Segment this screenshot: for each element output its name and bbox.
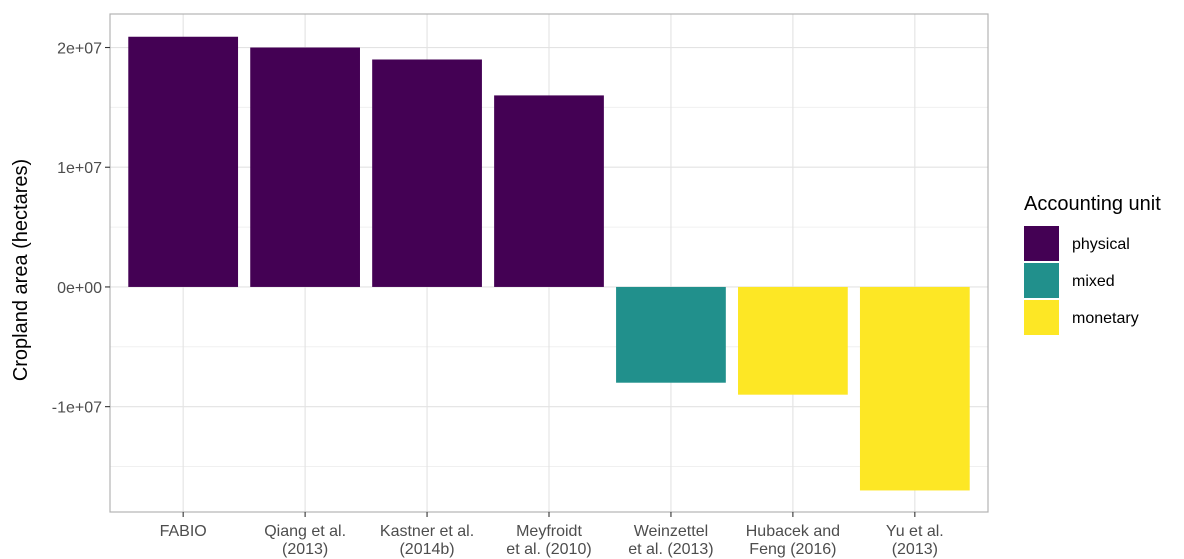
bar-physical <box>372 59 482 287</box>
bar-physical <box>250 47 360 287</box>
bar-mixed <box>616 286 726 383</box>
legend-label-mixed: mixed <box>1072 273 1115 290</box>
x-tick-label: Yu et al. (2013) <box>886 523 944 558</box>
y-tick-label: -1e+07 <box>52 400 102 417</box>
y-tick-label: 1e+07 <box>57 160 102 177</box>
bar-monetary <box>738 286 848 395</box>
x-tick-label: Qiang et al. (2013) <box>264 523 346 558</box>
legend-title: Accounting unit <box>1024 193 1161 215</box>
y-tick-label: 2e+07 <box>57 41 102 58</box>
legend-swatch-physical <box>1024 226 1059 261</box>
bar-monetary <box>859 286 970 491</box>
x-tick-label: FABIO <box>160 523 207 540</box>
legend-label-physical: physical <box>1072 236 1130 253</box>
legend-label-monetary: monetary <box>1072 310 1139 327</box>
legend-swatch-monetary <box>1024 300 1059 335</box>
x-tick-label: Hubacek and Feng (2016) <box>746 523 840 558</box>
x-tick-label: Weinzettel et al. (2013) <box>628 523 713 558</box>
y-axis: 2e+07 1e+07 0e+00 -1e+07 <box>52 41 110 417</box>
bar-physical <box>128 36 239 287</box>
x-axis: FABIO Qiang et al. (2013) Kastner et al. (20… <box>160 512 944 558</box>
x-tick-label: Kastner et al. (2014b) <box>380 523 474 558</box>
legend-swatch-mixed <box>1024 263 1059 298</box>
bars <box>128 36 970 491</box>
x-tick-label: Meyfroidt et al. (2010) <box>506 523 591 558</box>
bar-physical <box>494 95 604 287</box>
y-axis-title: Cropland area (hectares) <box>10 159 32 381</box>
y-tick-label: 0e+00 <box>57 280 102 297</box>
legend: Accounting unit physical mixed monetary <box>1024 193 1161 335</box>
